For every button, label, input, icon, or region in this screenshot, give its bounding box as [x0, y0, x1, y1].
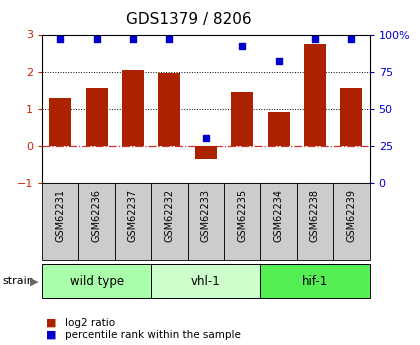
Text: GSM62239: GSM62239 [346, 189, 357, 242]
Text: GSM62232: GSM62232 [164, 189, 174, 242]
Bar [49, 98, 71, 146]
Point [130, 36, 136, 42]
Text: vhl-1: vhl-1 [191, 275, 220, 288]
Bar [260, 264, 370, 298]
Text: hif-1: hif-1 [302, 275, 328, 288]
Point [57, 36, 63, 42]
Bar [341, 88, 362, 146]
Text: GSM62237: GSM62237 [128, 189, 138, 242]
Bar [268, 112, 289, 146]
Point [166, 36, 173, 42]
Text: percentile rank within the sample: percentile rank within the sample [65, 330, 241, 339]
Bar [42, 183, 79, 260]
Bar [86, 88, 108, 146]
Point [239, 43, 246, 49]
Bar [122, 70, 144, 146]
Bar [151, 183, 188, 260]
Point [202, 136, 209, 141]
Text: GSM62235: GSM62235 [237, 189, 247, 242]
Bar [79, 183, 115, 260]
Point [93, 36, 100, 42]
Bar [42, 264, 151, 298]
Text: log2 ratio: log2 ratio [65, 318, 115, 327]
Text: GSM62231: GSM62231 [55, 189, 65, 242]
Text: wild type: wild type [70, 275, 123, 288]
Bar [195, 146, 217, 159]
Bar [188, 183, 224, 260]
Bar [333, 183, 370, 260]
Text: ■: ■ [46, 330, 57, 339]
Point [312, 36, 318, 42]
Text: GSM62238: GSM62238 [310, 189, 320, 242]
Text: GSM62236: GSM62236 [92, 189, 102, 242]
Bar [151, 264, 260, 298]
Bar [158, 73, 180, 146]
Text: GSM62233: GSM62233 [201, 189, 211, 242]
Text: strain: strain [2, 276, 34, 286]
Bar [297, 183, 333, 260]
Point [348, 36, 355, 42]
Text: ▶: ▶ [30, 276, 39, 286]
Bar [224, 183, 260, 260]
Bar [304, 44, 326, 146]
Bar [260, 183, 297, 260]
Bar [231, 92, 253, 146]
Point [275, 58, 282, 64]
Text: GDS1379 / 8206: GDS1379 / 8206 [126, 12, 252, 27]
Text: GSM62234: GSM62234 [273, 189, 284, 242]
Text: ■: ■ [46, 318, 57, 327]
Bar [115, 183, 151, 260]
